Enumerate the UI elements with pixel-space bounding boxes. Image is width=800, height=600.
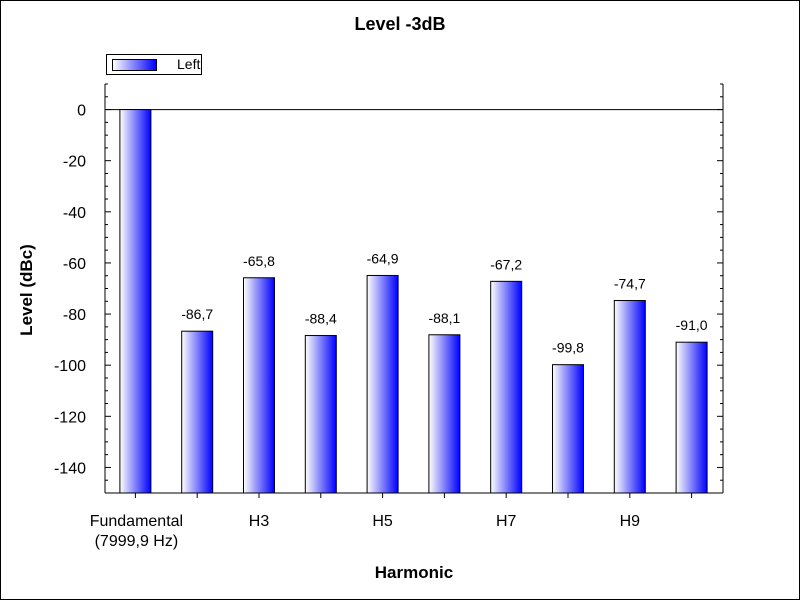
- bar: [675, 341, 708, 494]
- data-label: -64,9: [367, 250, 399, 266]
- bar: [366, 274, 399, 494]
- x-tick-label: H3: [249, 513, 270, 530]
- bar: [552, 364, 584, 494]
- data-label: -67,2: [490, 256, 522, 272]
- y-tick-label: -40: [63, 205, 86, 222]
- x-tick-label: H9: [620, 513, 641, 530]
- y-tick-label: -80: [63, 307, 86, 324]
- data-label: -65,8: [243, 253, 275, 269]
- data-label: -88,1: [428, 310, 460, 326]
- data-label: -99,8: [552, 340, 584, 356]
- x-axis-label: Harmonic: [374, 563, 454, 582]
- legend-label-left: Left: [177, 56, 201, 72]
- y-tick-label: 0: [77, 103, 86, 120]
- bar: [181, 330, 214, 494]
- bar: [613, 300, 646, 494]
- y-tick-label: -60: [63, 256, 86, 273]
- y-tick-label: -20: [63, 154, 86, 171]
- y-tick-label: -100: [54, 358, 86, 375]
- chart-title: Level -3dB: [354, 14, 446, 34]
- legend: Left: [106, 54, 202, 75]
- bar: [243, 277, 275, 494]
- data-label: -74,7: [614, 276, 646, 292]
- x-tick-label: (7999,9 Hz): [95, 533, 179, 550]
- bar: [490, 280, 523, 494]
- legend-swatch-left: [112, 59, 157, 71]
- data-label: -88,4: [305, 311, 337, 327]
- y-tick-label: -120: [54, 409, 86, 426]
- bar: [428, 334, 461, 494]
- bar: [304, 335, 337, 494]
- data-label: -86,7: [181, 306, 213, 322]
- bar: [119, 109, 152, 494]
- y-tick-label: -140: [54, 460, 86, 477]
- x-tick-label: Fundamental: [90, 513, 183, 530]
- data-label: -91,0: [676, 317, 708, 333]
- x-tick-label: H7: [496, 513, 517, 530]
- x-tick-label: H5: [372, 513, 393, 530]
